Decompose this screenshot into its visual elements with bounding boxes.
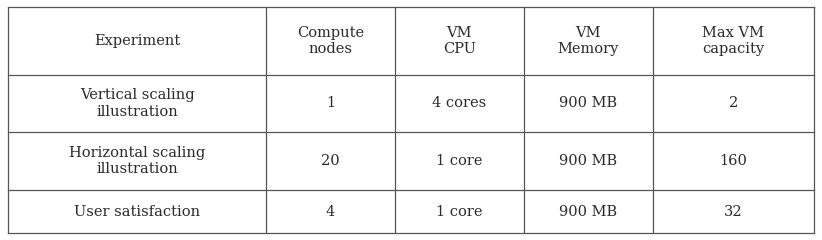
Text: VM
Memory: VM Memory	[557, 26, 619, 56]
Text: Experiment: Experiment	[94, 34, 180, 48]
Text: 32: 32	[724, 204, 742, 219]
Text: 900 MB: 900 MB	[559, 96, 617, 110]
Text: Vertical scaling
illustration: Vertical scaling illustration	[80, 88, 195, 119]
Text: 4 cores: 4 cores	[432, 96, 487, 110]
Text: Horizontal scaling
illustration: Horizontal scaling illustration	[69, 146, 206, 176]
Text: 160: 160	[719, 154, 747, 168]
Text: 1: 1	[326, 96, 335, 110]
Text: 1 core: 1 core	[436, 204, 483, 219]
Text: 20: 20	[321, 154, 339, 168]
Text: 900 MB: 900 MB	[559, 204, 617, 219]
Text: 2: 2	[728, 96, 738, 110]
Text: Max VM
capacity: Max VM capacity	[702, 26, 764, 56]
Text: Compute
nodes: Compute nodes	[297, 26, 364, 56]
Text: 1 core: 1 core	[436, 154, 483, 168]
Text: 4: 4	[326, 204, 335, 219]
Text: 900 MB: 900 MB	[559, 154, 617, 168]
Text: User satisfaction: User satisfaction	[74, 204, 201, 219]
Text: VM
CPU: VM CPU	[443, 26, 476, 56]
